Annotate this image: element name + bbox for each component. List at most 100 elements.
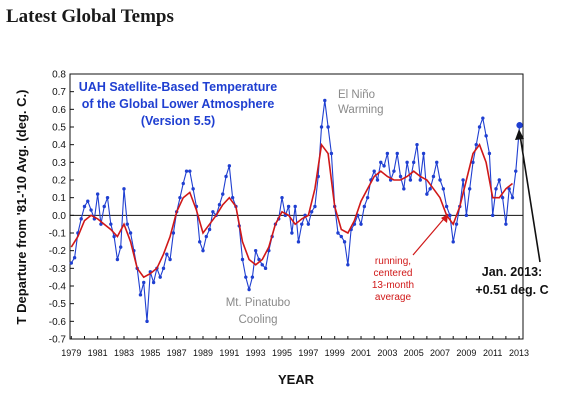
monthly-data-point (86, 199, 90, 203)
chart-series (69, 98, 523, 324)
monthly-data-point (415, 142, 419, 147)
y-tick-label: 0.3 (52, 158, 66, 169)
monthly-data-point (507, 187, 511, 191)
monthly-data-point (500, 195, 505, 200)
annotation-line: Jan. 2013: (482, 265, 542, 279)
monthly-data-point (435, 160, 439, 165)
monthly-data-point (122, 187, 126, 191)
y-tick-label: -0.3 (49, 264, 67, 275)
monthly-data-point (263, 266, 268, 271)
monthly-data-point (253, 248, 258, 253)
y-tick-label: 0.5 (52, 123, 66, 134)
annotation-line: Mt. Pinatubo (226, 297, 291, 309)
monthly-data-point (471, 160, 475, 165)
monthly-data-point (151, 280, 156, 285)
x-tick-label: 1981 (88, 348, 108, 358)
monthly-data-point (491, 213, 495, 218)
chart-title-line: (Version 5.5) (141, 114, 215, 128)
x-axis-ticks: 1979 1981 1983 1985 1987 1989 1991 1993 1995 1997… (61, 336, 529, 358)
monthly-data-point (412, 160, 416, 165)
annotation-line: El Niño (338, 89, 375, 101)
y-tick-label: 0.1 (52, 193, 66, 204)
y-tick-label: -0.7 (49, 335, 67, 346)
annotation-line: +0.51 deg. C (475, 283, 548, 297)
monthly-data-point (510, 195, 515, 200)
chart-title: UAH Satellite-Based Temperature of the G… (79, 80, 277, 128)
monthly-data-point (431, 174, 436, 179)
annotation-line: Warming (338, 104, 384, 116)
y-axis-ticks: -0.7 -0.6 -0.5 -0.4 -0.3 -0.2 -0.1 0.0 0.1 0.2 0.3… (49, 70, 74, 346)
annotation-running-average: running, centered 13-month average (372, 213, 449, 303)
monthly-data-point (382, 164, 386, 168)
latest-arrow (519, 134, 541, 263)
monthly-data-point (306, 222, 311, 226)
monthly-data-point (72, 256, 77, 260)
monthly-data-point (309, 210, 314, 214)
monthly-data-point (372, 169, 376, 173)
annotation-latest: Jan. 2013: +0.51 deg. C (475, 129, 549, 297)
monthly-data-point (247, 287, 251, 292)
monthly-data-point (421, 151, 426, 156)
monthly-data-point (398, 174, 403, 179)
monthly-data-point (362, 204, 367, 209)
annotation-el-nino: El Niño Warming (338, 89, 384, 116)
monthly-data-point (115, 257, 120, 262)
x-tick-label: 2013 (509, 348, 529, 358)
monthly-data-point (201, 248, 205, 253)
x-tick-label: 1979 (61, 348, 81, 358)
running-average-arrow (412, 213, 449, 256)
monthly-data-point (207, 227, 212, 232)
monthly-data-point (142, 280, 146, 285)
running-average-arrowhead (441, 214, 448, 223)
monthly-data-point (365, 195, 370, 200)
monthly-data-point (112, 234, 116, 239)
monthly-data-point (375, 178, 380, 182)
monthly-data-point (448, 213, 452, 218)
y-tick-label: 0.8 (52, 70, 66, 81)
x-tick-label: 1999 (325, 348, 345, 358)
monthly-data-point (339, 234, 343, 239)
monthly-data-point (82, 204, 87, 209)
running-average-line (70, 142, 514, 279)
monthly-data-point (145, 319, 149, 324)
monthly-data-point (79, 217, 83, 221)
annotation-line: 13-month (372, 280, 414, 291)
monthly-data-point (171, 231, 176, 235)
monthly-data-point (260, 263, 264, 267)
monthly-data-point (514, 169, 518, 173)
x-tick-label: 2007 (430, 348, 450, 358)
monthly-data-point (244, 275, 248, 279)
monthly-data-point (184, 169, 189, 173)
monthly-data-point (290, 231, 294, 235)
monthly-data-point (418, 178, 422, 182)
monthly-data-point (359, 222, 363, 226)
x-tick-label: 1989 (193, 348, 213, 358)
y-tick-label: 0.6 (52, 105, 66, 116)
x-tick-label: 1983 (114, 348, 134, 358)
monthly-data-point (477, 125, 482, 129)
monthly-data-point (329, 151, 334, 156)
monthly-data-point (280, 195, 284, 200)
y-axis-label: T Departure from '81-'10 Avg. (deg. C.) (14, 90, 29, 325)
x-tick-label: 1993 (246, 348, 266, 358)
y-tick-label: -0.4 (49, 282, 67, 293)
x-tick-label: 2001 (351, 348, 371, 358)
y-tick-label: -0.6 (49, 317, 67, 328)
monthly-data-point (484, 134, 488, 138)
monthly-data-point (441, 187, 446, 191)
monthly-data-point (428, 187, 432, 191)
x-tick-label: 2005 (404, 348, 424, 358)
monthly-data-point (128, 231, 133, 235)
x-tick-label: 1991 (219, 348, 239, 358)
monthly-data-point (102, 204, 106, 209)
monthly-data-point (69, 261, 74, 265)
x-tick-label: 2011 (483, 348, 502, 358)
monthly-data-point (425, 192, 429, 196)
annotation-line: running, (375, 256, 411, 267)
monthly-data-point (300, 222, 304, 226)
monthly-data-point (138, 293, 143, 297)
y-tick-label: -0.5 (49, 299, 67, 310)
chart-title-line: UAH Satellite-Based Temperature (79, 80, 277, 94)
x-axis-label: YEAR (278, 372, 315, 387)
